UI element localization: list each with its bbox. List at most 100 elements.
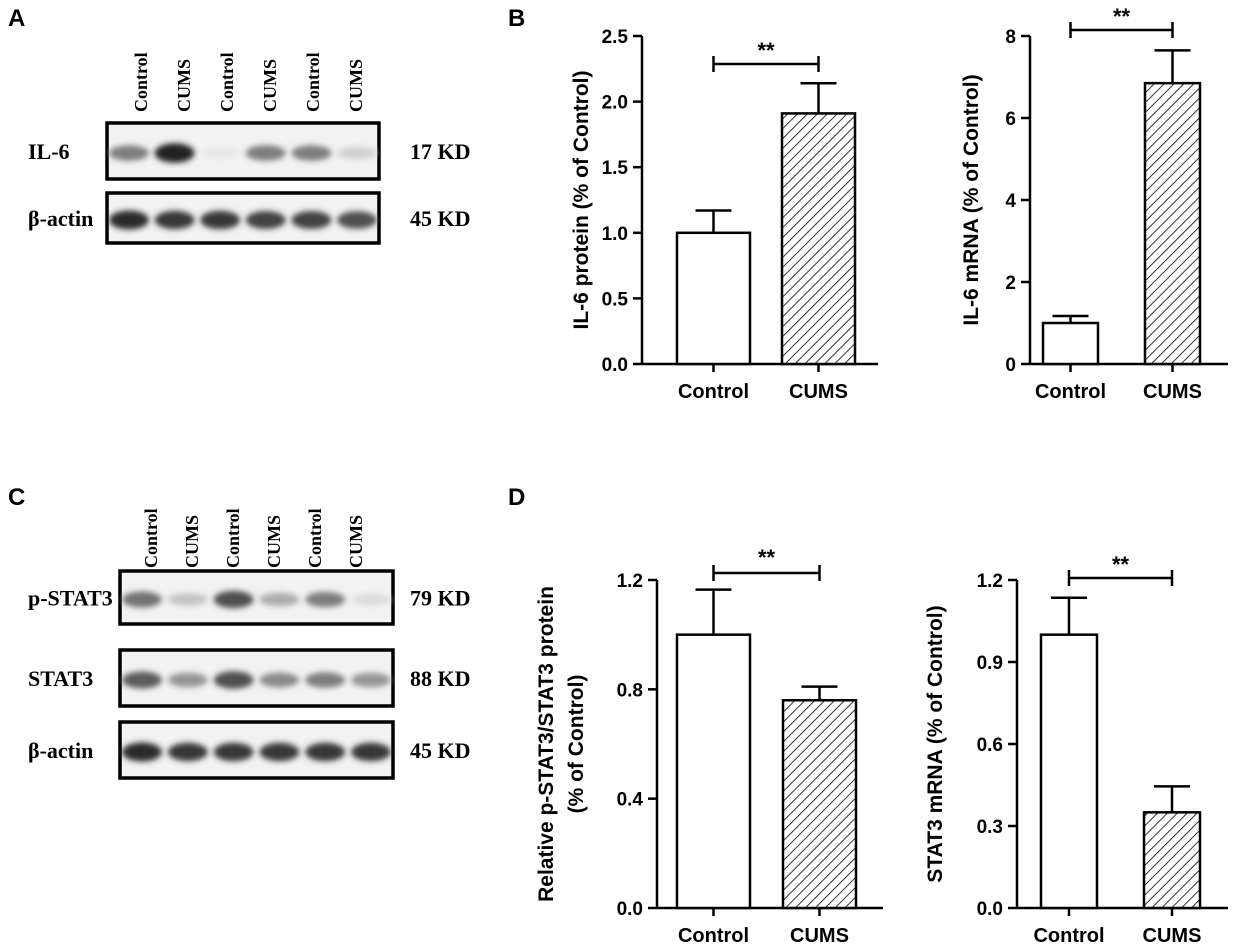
y-axis-title: IL-6 protein (% of Control) — [570, 71, 593, 330]
molecular-weight-label: 88 KD — [410, 666, 471, 691]
y-tick-label: 0 — [1005, 355, 1016, 376]
blot-band — [245, 145, 286, 161]
protein-label: STAT3 — [28, 666, 93, 691]
blot-band — [167, 672, 208, 688]
lane-label: CUMS — [260, 59, 280, 112]
molecular-weight-label: 45 KD — [410, 738, 471, 763]
significance-label: ** — [1113, 4, 1131, 29]
blot-band — [259, 592, 300, 607]
blot-band — [122, 742, 162, 762]
blot-membrane — [118, 720, 395, 780]
bar — [781, 699, 858, 910]
y-axis-title: IL-6 mRNA (% of Control) — [960, 74, 983, 325]
blot-band — [213, 590, 254, 609]
bar — [675, 633, 752, 910]
blot-band — [305, 672, 346, 688]
blot-band — [213, 742, 254, 762]
y-axis-title: Relative p-STAT3/STAT3 protein — [535, 586, 558, 902]
category-label: Control — [1033, 925, 1104, 947]
lane-label: Control — [223, 508, 243, 568]
bar — [1041, 321, 1100, 366]
y-tick-label: 0.0 — [977, 899, 1003, 920]
western-blot-c: Control CUMS Control CUMS Control CUMS p-STAT3… — [28, 508, 471, 780]
y-tick-label: 6 — [1005, 109, 1016, 130]
protein-label: β-actin — [28, 206, 93, 231]
y-tick-label: 1.5 — [602, 158, 629, 179]
y-tick-label: 0.3 — [977, 817, 1003, 838]
category-label: Control — [1035, 381, 1106, 403]
western-blot-a: Control CUMS Control CUMS Control CUMS IL-6 17 … — [28, 52, 471, 245]
blot-band — [200, 147, 241, 159]
y-tick-label: 2.5 — [602, 27, 629, 48]
y-tick-label: 1.2 — [977, 571, 1003, 592]
category-label: CUMS — [1143, 381, 1202, 403]
y-tick-label: 2 — [1005, 273, 1016, 294]
y-tick-label: 0.0 — [602, 355, 628, 376]
lane-label: CUMS — [182, 515, 202, 568]
blot-band — [200, 210, 241, 230]
blot-band — [337, 211, 377, 229]
molecular-weight-label: 79 KD — [410, 586, 471, 611]
panel-letter-c: C — [8, 484, 25, 511]
blot-membrane — [105, 191, 381, 245]
chart-stat3-mrna: 0.0 0.3 0.6 0.9 1.2 Control CUMS ** STAT3 mRNA (… — [924, 552, 1228, 947]
category-label: CUMS — [790, 925, 849, 947]
bar — [1142, 811, 1202, 910]
blot-band — [109, 210, 149, 230]
protein-label: p-STAT3 — [28, 586, 113, 611]
blot-band — [351, 593, 391, 606]
blot-band — [351, 742, 391, 762]
chart-il6-protein: 0.0 0.5 1.0 1.5 2.0 2.5 Control CUMS ** IL-6 prot… — [570, 27, 878, 403]
bar — [675, 231, 752, 366]
blot-band — [167, 742, 208, 762]
y-tick-label: 1.2 — [617, 571, 643, 592]
significance-label: ** — [757, 38, 775, 63]
bar — [780, 112, 857, 366]
blot-membrane — [118, 569, 395, 626]
blot-band — [291, 211, 332, 229]
significance-label: ** — [1112, 552, 1130, 577]
blot-band — [167, 593, 208, 606]
lane-label: CUMS — [174, 59, 194, 112]
blot-band — [305, 591, 346, 608]
protein-label: β-actin — [28, 738, 93, 763]
lane-label: CUMS — [264, 515, 284, 568]
panel-letter-a: A — [8, 5, 25, 32]
y-axis-title: STAT3 mRNA (% of Control) — [924, 605, 947, 882]
blot-band — [245, 211, 286, 229]
blot-band — [109, 145, 149, 161]
blot-band — [154, 143, 195, 163]
y-tick-label: 2.0 — [602, 93, 628, 114]
molecular-weight-label: 17 KD — [410, 139, 471, 164]
blot-band — [122, 671, 162, 689]
category-label: Control — [678, 925, 749, 947]
y-tick-label: 0.6 — [977, 735, 1003, 756]
panel-letter-d: D — [508, 484, 525, 511]
category-label: CUMS — [1143, 925, 1202, 947]
blot-membrane — [105, 121, 381, 181]
panel-letter-b: B — [508, 5, 525, 32]
y-tick-label: 0.5 — [602, 289, 629, 310]
lane-label: Control — [217, 52, 237, 112]
lane-label: CUMS — [346, 515, 366, 568]
blot-band — [259, 742, 300, 762]
y-tick-label: 4 — [1005, 191, 1016, 212]
y-tick-label: 0.8 — [617, 680, 643, 701]
bar — [1039, 633, 1099, 910]
significance-label: ** — [758, 545, 776, 570]
blot-band — [305, 742, 346, 762]
chart-il6-mrna: 0 2 4 6 8 Control CUMS ** IL-6 mRNA (% of Contro… — [960, 4, 1228, 403]
blot-band — [213, 671, 254, 689]
lane-label: Control — [305, 508, 325, 568]
lane-label: Control — [141, 508, 161, 568]
blot-band — [259, 672, 300, 688]
protein-label: IL-6 — [28, 139, 70, 164]
category-label: CUMS — [789, 381, 848, 403]
blot-band — [154, 210, 195, 230]
y-tick-label: 0.0 — [617, 899, 643, 920]
blot-band — [291, 145, 332, 161]
lane-label: Control — [131, 52, 151, 112]
y-tick-label: 1.0 — [602, 224, 628, 245]
lane-label: Control — [303, 52, 323, 112]
